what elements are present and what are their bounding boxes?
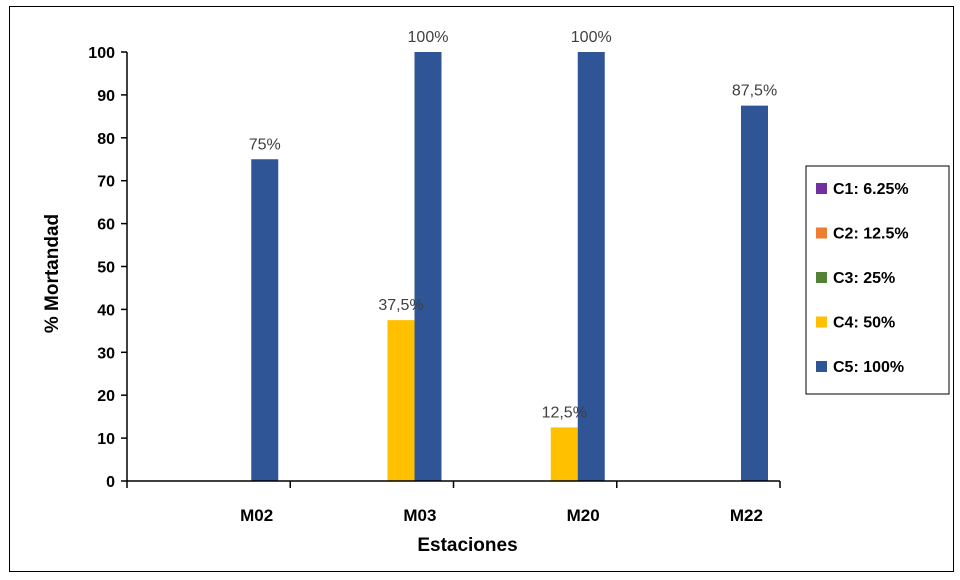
y-tick-label: 100 <box>88 45 115 62</box>
data-label: 100% <box>571 29 612 46</box>
legend-label: C1: 6.25% <box>833 181 909 198</box>
x-axis-ticks: M02 M03 M20 M22 <box>126 481 781 525</box>
legend-swatch <box>816 316 827 328</box>
y-tick-label: 70 <box>97 174 115 191</box>
data-label: 87,5% <box>732 83 777 100</box>
legend-label: C4: 50% <box>833 315 895 332</box>
legend-box <box>805 165 950 395</box>
y-tick-label: 80 <box>97 131 115 148</box>
x-axis-title: Estaciones <box>417 535 517 556</box>
legend: C1: 6.25% C2: 12.5% C3: 25% C4: 50% C5: 100% <box>805 165 950 395</box>
legend-label: C5: 100% <box>833 359 904 376</box>
y-tick-label: 0 <box>106 474 115 491</box>
legend-label: C2: 12.5% <box>833 226 909 243</box>
data-label: 12,5% <box>542 404 587 421</box>
y-axis-title: % Mortandad <box>42 214 63 333</box>
bars <box>251 52 768 481</box>
y-axis-ticks: 0 10 20 30 40 50 60 70 80 90 100 <box>88 45 127 491</box>
x-category-label: M03 <box>403 506 436 525</box>
x-category-label: M02 <box>240 506 273 525</box>
data-label: 100% <box>408 29 449 46</box>
bar-c4-m20 <box>550 427 578 481</box>
data-label: 75% <box>249 136 281 153</box>
y-tick-label: 30 <box>97 345 115 362</box>
bar-c4-m03 <box>387 320 415 481</box>
data-labels: 75% 37,5% 100% 12,5% 100% 87,5% <box>249 29 777 421</box>
x-category-label: M22 <box>730 506 763 525</box>
bar-c5-m02 <box>251 159 279 481</box>
y-tick-label: 90 <box>97 88 115 105</box>
y-tick-label: 40 <box>97 302 115 319</box>
bar-c5-m20 <box>577 52 605 481</box>
bar-c5-m03 <box>414 52 442 481</box>
y-tick-label: 60 <box>97 217 115 234</box>
bar-c5-m22 <box>741 105 768 481</box>
chart-frame <box>9 6 954 572</box>
data-label: 37,5% <box>378 297 423 314</box>
legend-swatch <box>816 227 827 239</box>
legend-swatch <box>816 272 827 283</box>
legend-label: C3: 25% <box>833 270 895 287</box>
x-category-label: M20 <box>567 506 600 525</box>
y-tick-label: 20 <box>97 388 115 405</box>
legend-swatch <box>816 183 827 194</box>
y-tick-label: 10 <box>97 431 115 448</box>
y-tick-label: 50 <box>97 260 115 277</box>
legend-swatch <box>816 361 827 372</box>
